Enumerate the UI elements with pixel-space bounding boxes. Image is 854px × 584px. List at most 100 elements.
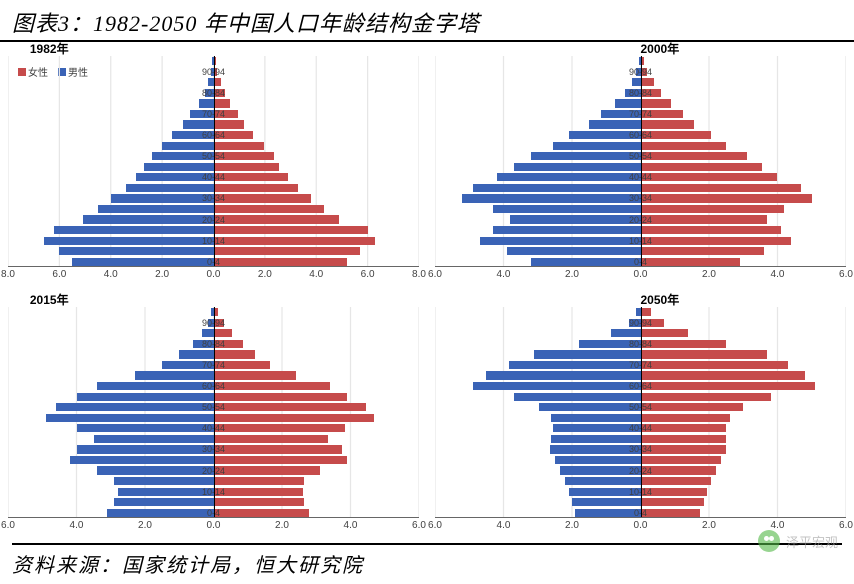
female-bar (641, 382, 816, 390)
female-bar (641, 445, 727, 453)
female-bar (641, 329, 689, 337)
x-tick-label: 0.0 (634, 269, 648, 280)
x-tick-label: 0.0 (634, 520, 648, 531)
male-bar (44, 237, 214, 245)
panel-title: 2000年 (641, 40, 680, 57)
male-bar (531, 152, 641, 160)
female-bar (641, 120, 694, 128)
x-tick-label: 6.0 (839, 269, 853, 280)
female-bar (641, 414, 730, 422)
male-bar (107, 509, 213, 517)
x-tick-label: 2.0 (702, 520, 716, 531)
male-bar (575, 509, 640, 517)
x-tick-label: 8.0 (1, 269, 15, 280)
x-tick-label: 4.0 (104, 269, 118, 280)
x-tick-label: 4.0 (497, 520, 511, 531)
female-bar (641, 258, 740, 266)
female-bar (641, 237, 792, 245)
x-tick-label: 4.0 (497, 269, 511, 280)
pyramid-panel: 1982年女性男性0-410-1420-2430-3440-4450-5460-… (0, 38, 427, 289)
wechat-icon (758, 530, 780, 552)
male-bar (550, 445, 641, 453)
female-bar (641, 498, 704, 506)
male-bar (114, 498, 213, 506)
female-bar (214, 184, 299, 192)
x-tick-label: 2.0 (138, 520, 152, 531)
panel-title: 1982年 (30, 40, 69, 57)
female-bar (641, 194, 812, 202)
female-bar (641, 205, 785, 213)
x-tick-label: 2.0 (702, 269, 716, 280)
x-tick-label: 2.0 (565, 269, 579, 280)
x-tick-label: 4.0 (344, 520, 358, 531)
male-bar (486, 371, 640, 379)
x-tick-label: 6.0 (1, 520, 15, 531)
male-bar (493, 226, 640, 234)
panel-grid: 1982年女性男性0-410-1420-2430-3440-4450-5460-… (0, 38, 854, 540)
x-tick-label: 4.0 (309, 269, 323, 280)
female-bar (214, 435, 329, 443)
x-tick-label: 2.0 (258, 269, 272, 280)
male-bar (565, 477, 640, 485)
x-tick-label: 4.0 (70, 520, 84, 531)
male-bar (615, 99, 641, 107)
source-attribution: 资料来源：国家统计局，恒大研究院 (12, 543, 842, 578)
center-axis (214, 307, 215, 518)
male-bar (97, 466, 213, 474)
male-bar (144, 163, 213, 171)
female-bar (214, 509, 310, 517)
female-bar (214, 371, 296, 379)
male-bar (493, 205, 640, 213)
male-bar (509, 361, 641, 369)
female-bar (641, 215, 768, 223)
panel-title: 2015年 (30, 291, 69, 308)
pyramid-panel: 2000年0-410-1420-2430-3440-4450-5460-6470… (427, 38, 854, 289)
female-bar (641, 350, 768, 358)
x-tick-label: 6.0 (52, 269, 66, 280)
x-tick-label: 8.0 (412, 269, 426, 280)
female-bar (641, 456, 721, 464)
male-bar (199, 99, 213, 107)
female-bar (214, 466, 320, 474)
female-bar (214, 194, 312, 202)
x-tick-label: 6.0 (839, 520, 853, 531)
female-bar (214, 382, 330, 390)
male-bar (534, 350, 640, 358)
x-tick-label: 2.0 (275, 520, 289, 531)
female-bar (214, 258, 348, 266)
female-bar (214, 350, 255, 358)
female-bar (214, 329, 233, 337)
male-bar (551, 414, 640, 422)
male-bar (118, 488, 214, 496)
male-bar (135, 371, 214, 379)
male-bar (514, 393, 641, 401)
female-bar (214, 403, 366, 411)
x-axis (435, 266, 846, 267)
male-bar (179, 350, 213, 358)
male-bar (462, 194, 640, 202)
female-bar (214, 424, 346, 432)
female-bar (641, 340, 727, 348)
male-bar (553, 142, 640, 150)
x-tick-label: 6.0 (428, 520, 442, 531)
male-bar (514, 163, 641, 171)
female-bar (641, 361, 788, 369)
female-bar (641, 173, 778, 181)
wechat-watermark: 泽平宏观 (758, 530, 838, 552)
x-axis (8, 517, 419, 518)
center-axis (641, 56, 642, 267)
female-bar (641, 509, 701, 517)
female-bar (214, 226, 368, 234)
male-bar (98, 205, 214, 213)
x-axis (435, 517, 846, 518)
female-bar (641, 152, 747, 160)
x-ticks: 8.06.04.02.00.02.04.06.08.0 (8, 269, 419, 283)
male-bar (473, 382, 641, 390)
male-bar (632, 78, 641, 86)
female-bar (641, 142, 727, 150)
pyramid-panel: 2015年0-410-1420-2430-3440-4450-5460-6470… (0, 289, 427, 540)
female-bar (641, 435, 727, 443)
watermark-text: 泽平宏观 (786, 532, 838, 551)
male-bar (183, 120, 214, 128)
male-bar (54, 226, 213, 234)
